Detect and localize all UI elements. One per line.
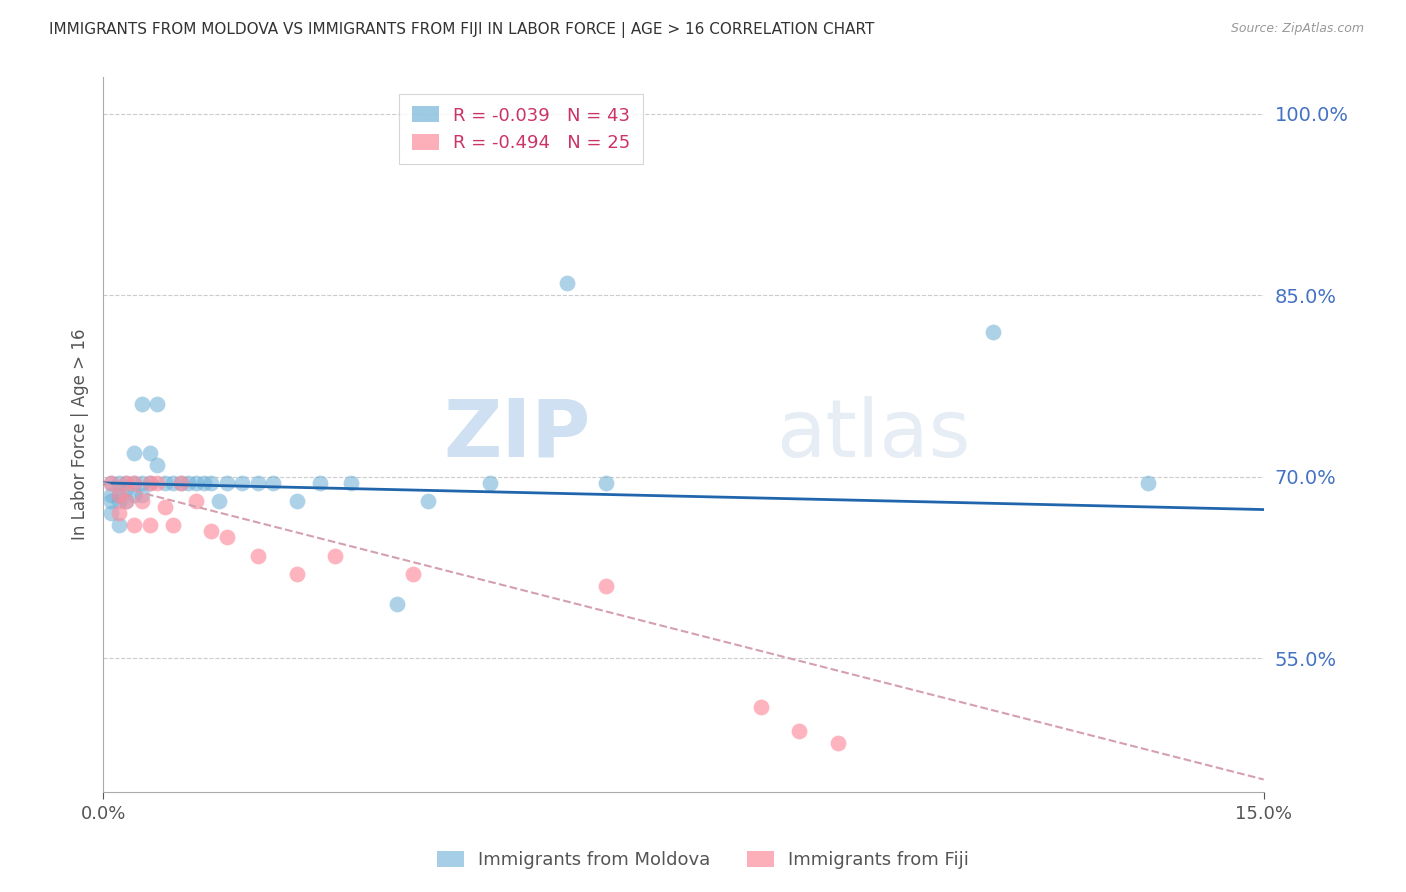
Y-axis label: In Labor Force | Age > 16: In Labor Force | Age > 16 xyxy=(72,329,89,541)
Legend: R = -0.039   N = 43, R = -0.494   N = 25: R = -0.039 N = 43, R = -0.494 N = 25 xyxy=(399,94,643,164)
Point xyxy=(162,518,184,533)
Point xyxy=(416,494,439,508)
Point xyxy=(401,566,423,581)
Point xyxy=(246,549,269,563)
Point xyxy=(184,494,207,508)
Point xyxy=(789,724,811,739)
Point xyxy=(131,488,153,502)
Text: ZIP: ZIP xyxy=(443,395,591,474)
Point xyxy=(100,494,122,508)
Point xyxy=(138,445,160,459)
Point xyxy=(153,500,176,515)
Point xyxy=(107,488,129,502)
Point xyxy=(115,475,138,490)
Text: IMMIGRANTS FROM MOLDOVA VS IMMIGRANTS FROM FIJI IN LABOR FORCE | AGE > 16 CORREL: IMMIGRANTS FROM MOLDOVA VS IMMIGRANTS FR… xyxy=(49,22,875,38)
Point xyxy=(138,475,160,490)
Point xyxy=(115,494,138,508)
Point xyxy=(107,518,129,533)
Point xyxy=(100,475,122,490)
Point xyxy=(122,445,145,459)
Point xyxy=(131,397,153,411)
Point xyxy=(193,475,215,490)
Point xyxy=(169,475,191,490)
Point xyxy=(115,494,138,508)
Point xyxy=(262,475,284,490)
Point xyxy=(177,475,200,490)
Point xyxy=(122,475,145,490)
Point xyxy=(215,475,238,490)
Point xyxy=(115,475,138,490)
Point xyxy=(122,518,145,533)
Point xyxy=(115,482,138,496)
Point xyxy=(131,494,153,508)
Point xyxy=(146,458,169,472)
Point xyxy=(100,475,122,490)
Text: atlas: atlas xyxy=(776,395,970,474)
Point xyxy=(1136,475,1159,490)
Point xyxy=(557,277,579,291)
Point xyxy=(385,597,408,611)
Text: Source: ZipAtlas.com: Source: ZipAtlas.com xyxy=(1230,22,1364,36)
Point xyxy=(138,518,160,533)
Point xyxy=(208,494,231,508)
Point xyxy=(107,494,129,508)
Point xyxy=(122,475,145,490)
Point xyxy=(107,488,129,502)
Point xyxy=(184,475,207,490)
Point xyxy=(285,494,308,508)
Point xyxy=(749,699,772,714)
Point xyxy=(122,488,145,502)
Point xyxy=(100,488,122,502)
Point xyxy=(162,475,184,490)
Point xyxy=(138,475,160,490)
Point xyxy=(981,325,1004,339)
Legend: Immigrants from Moldova, Immigrants from Fiji: Immigrants from Moldova, Immigrants from… xyxy=(427,842,979,879)
Point xyxy=(131,475,153,490)
Point xyxy=(146,397,169,411)
Point xyxy=(215,530,238,544)
Point xyxy=(200,524,222,539)
Point xyxy=(827,736,849,750)
Point xyxy=(107,506,129,520)
Point xyxy=(308,475,330,490)
Point xyxy=(323,549,346,563)
Point xyxy=(100,506,122,520)
Point xyxy=(231,475,253,490)
Point xyxy=(246,475,269,490)
Point xyxy=(200,475,222,490)
Point xyxy=(153,475,176,490)
Point xyxy=(285,566,308,581)
Point xyxy=(595,475,617,490)
Point xyxy=(146,475,169,490)
Point xyxy=(478,475,501,490)
Point xyxy=(339,475,361,490)
Point xyxy=(595,579,617,593)
Point xyxy=(169,475,191,490)
Point xyxy=(107,475,129,490)
